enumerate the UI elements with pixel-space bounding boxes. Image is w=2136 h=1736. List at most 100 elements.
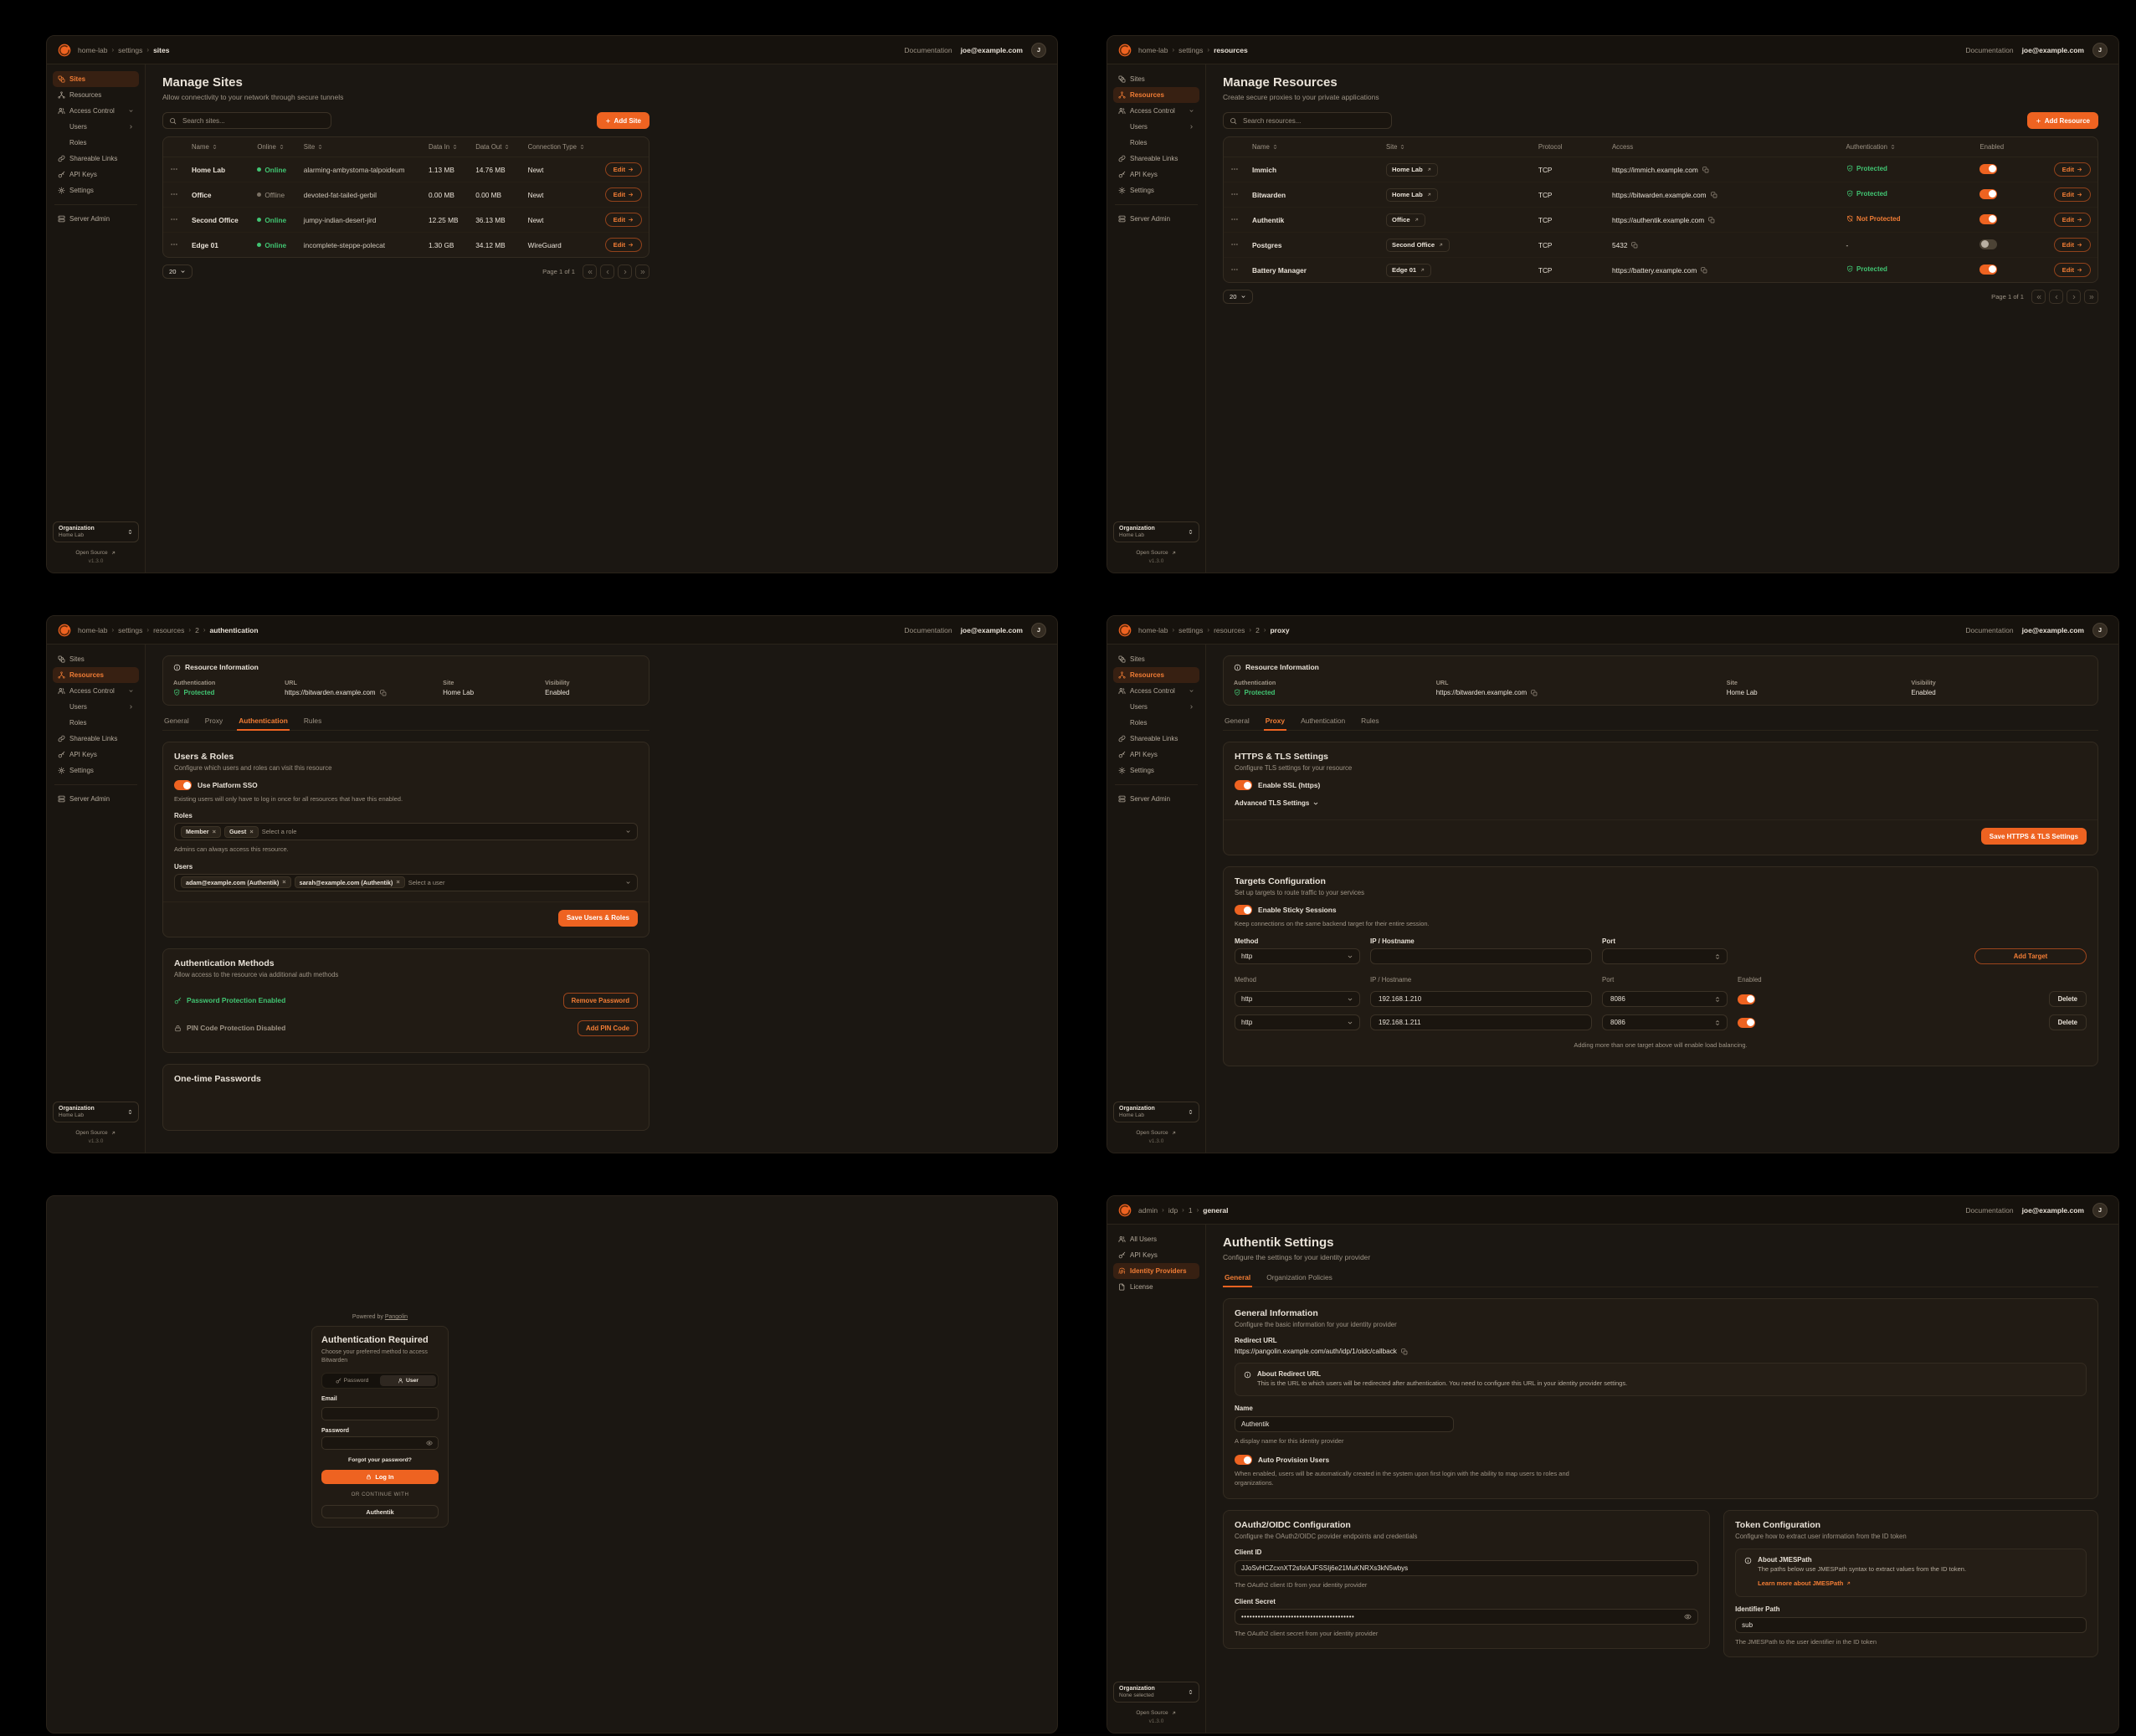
row-actions-button[interactable] bbox=[170, 165, 178, 173]
user-avatar[interactable]: J bbox=[2092, 42, 2108, 58]
target-port-input[interactable] bbox=[1602, 991, 1728, 1008]
sidebar-item-roles[interactable]: Roles bbox=[1130, 719, 1148, 727]
sidebar-item-settings[interactable]: Settings bbox=[1113, 763, 1199, 778]
sidebar-item-access-control[interactable]: Access Control bbox=[1113, 103, 1199, 119]
rows-per-page-select[interactable]: 20 bbox=[1223, 290, 1254, 304]
column-header-data-out[interactable]: Data Out bbox=[469, 137, 521, 157]
enabled-toggle[interactable] bbox=[1979, 188, 1998, 199]
breadcrumb-item[interactable]: home-lab bbox=[78, 625, 108, 634]
open-source-link[interactable]: Open Source bbox=[1113, 550, 1199, 556]
role-chip[interactable]: Member × bbox=[181, 825, 221, 838]
row-actions-button[interactable] bbox=[1230, 265, 1239, 274]
user-avatar[interactable]: J bbox=[2092, 622, 2108, 638]
edit-button[interactable]: Edit bbox=[604, 187, 642, 202]
copy-icon[interactable] bbox=[1708, 217, 1715, 223]
row-actions-button[interactable] bbox=[170, 240, 178, 249]
copy-icon[interactable] bbox=[1401, 1348, 1408, 1355]
user-email[interactable]: joe@example.com bbox=[2021, 625, 2084, 634]
sidebar-item-sites[interactable]: Sites bbox=[53, 71, 139, 87]
site-link[interactable]: Second Office bbox=[1386, 238, 1451, 252]
row-actions-button[interactable] bbox=[1230, 190, 1239, 198]
tab-general[interactable]: General bbox=[1225, 716, 1250, 725]
add-site-button[interactable]: Add Site bbox=[596, 112, 650, 129]
site-link[interactable]: Office bbox=[1386, 213, 1425, 227]
remove-chip-icon[interactable]: × bbox=[212, 828, 216, 835]
next-page-button[interactable] bbox=[618, 265, 632, 279]
sidebar-item-roles[interactable]: Roles bbox=[69, 719, 87, 727]
copy-icon[interactable] bbox=[1711, 192, 1718, 198]
search-input[interactable] bbox=[1223, 112, 1392, 129]
remove-chip-icon[interactable]: × bbox=[396, 878, 400, 886]
search-input[interactable] bbox=[162, 112, 331, 129]
users-multiselect[interactable]: adam@example.com (Authentik) × sarah@exam… bbox=[174, 873, 638, 891]
column-header-connection-type[interactable]: Connection Type bbox=[521, 137, 598, 157]
breadcrumb-item[interactable]: admin bbox=[1138, 1205, 1158, 1215]
remove-chip-icon[interactable]: × bbox=[249, 828, 254, 835]
tab-user[interactable]: User bbox=[380, 1374, 436, 1386]
copy-icon[interactable] bbox=[1531, 690, 1538, 696]
enabled-toggle[interactable] bbox=[1979, 163, 1998, 174]
pangolin-logo[interactable] bbox=[1118, 44, 1132, 57]
documentation-link[interactable]: Documentation bbox=[904, 625, 952, 634]
org-selector[interactable]: Organization Home Lab bbox=[53, 521, 139, 542]
breadcrumb-item[interactable]: 2 bbox=[195, 625, 199, 634]
documentation-link[interactable]: Documentation bbox=[1965, 1205, 2014, 1215]
sidebar-item-users[interactable]: Users bbox=[53, 699, 139, 715]
row-actions-button[interactable] bbox=[1230, 215, 1239, 223]
column-header-name[interactable]: Name bbox=[1245, 137, 1380, 157]
sidebar-item-resources[interactable]: Resources bbox=[1113, 87, 1199, 103]
column-header-site[interactable]: Site bbox=[1379, 137, 1532, 157]
sidebar-item-roles[interactable]: Roles bbox=[69, 139, 87, 146]
pangolin-logo[interactable] bbox=[58, 624, 71, 637]
documentation-link[interactable]: Documentation bbox=[1965, 625, 2014, 634]
rows-per-page-select[interactable]: 20 bbox=[162, 265, 193, 279]
tab-organization-policies[interactable]: Organization Policies bbox=[1266, 1273, 1332, 1281]
user-email[interactable]: joe@example.com bbox=[2021, 45, 2084, 54]
breadcrumb-item[interactable]: home-lab bbox=[1138, 45, 1168, 54]
sidebar-item-users[interactable]: Users bbox=[53, 119, 139, 135]
tab-authentication[interactable]: Authentication bbox=[1301, 716, 1346, 725]
site-link[interactable]: Home Lab bbox=[1386, 187, 1438, 202]
add-target-button[interactable]: Add Target bbox=[1974, 948, 2087, 965]
column-header-site[interactable]: Site bbox=[296, 137, 422, 157]
documentation-link[interactable]: Documentation bbox=[904, 45, 952, 54]
enabled-toggle[interactable] bbox=[1979, 239, 1998, 249]
prev-page-button[interactable] bbox=[2049, 290, 2063, 304]
documentation-link[interactable]: Documentation bbox=[1965, 45, 2014, 54]
breadcrumb-item[interactable]: 2 bbox=[1255, 625, 1260, 634]
auto-provision-toggle[interactable] bbox=[1235, 1455, 1252, 1466]
sidebar-item-users[interactable]: Users bbox=[1113, 119, 1199, 135]
site-link[interactable]: Home Lab bbox=[1386, 162, 1438, 177]
sidebar-item-server-admin[interactable]: Server Admin bbox=[1113, 791, 1199, 807]
breadcrumb-item[interactable]: 1 bbox=[1188, 1205, 1193, 1215]
sidebar-item-shareable-links[interactable]: Shareable Links bbox=[1113, 731, 1199, 747]
role-chip[interactable]: Guest × bbox=[223, 825, 259, 838]
open-source-link[interactable]: Open Source bbox=[53, 550, 139, 556]
last-page-button[interactable] bbox=[2084, 290, 2098, 304]
email-field[interactable] bbox=[321, 1407, 439, 1421]
tab-rules[interactable]: Rules bbox=[303, 716, 322, 725]
edit-button[interactable]: Edit bbox=[2053, 187, 2091, 202]
eye-icon[interactable] bbox=[1684, 1613, 1692, 1620]
remove-password-button[interactable]: Remove Password bbox=[562, 992, 638, 1009]
add-pin-button[interactable]: Add PIN Code bbox=[578, 1020, 638, 1036]
breadcrumb-item[interactable]: settings bbox=[1178, 625, 1204, 634]
edit-button[interactable]: Edit bbox=[2053, 238, 2091, 252]
breadcrumb-item[interactable]: settings bbox=[118, 45, 143, 54]
sidebar-item-identity-providers[interactable]: Identity Providers bbox=[1113, 1263, 1199, 1279]
method-select[interactable]: http bbox=[1235, 948, 1360, 965]
user-avatar[interactable]: J bbox=[2092, 1202, 2108, 1218]
breadcrumb-item[interactable]: home-lab bbox=[78, 45, 108, 54]
sidebar-item-roles[interactable]: Roles bbox=[1130, 139, 1148, 146]
search-field[interactable] bbox=[1241, 116, 1385, 126]
sidebar-item-api-keys[interactable]: API Keys bbox=[1113, 167, 1199, 182]
column-header-data-in[interactable]: Data In bbox=[422, 137, 470, 157]
tab-proxy[interactable]: Proxy bbox=[204, 716, 223, 725]
column-header-name[interactable]: Name bbox=[185, 137, 251, 157]
sidebar-item-resources[interactable]: Resources bbox=[53, 87, 139, 103]
org-selector[interactable]: Organization Home Lab bbox=[53, 1102, 139, 1122]
user-avatar[interactable]: J bbox=[1031, 622, 1046, 638]
edit-button[interactable]: Edit bbox=[2053, 162, 2091, 177]
target-ip-input[interactable] bbox=[1370, 1014, 1592, 1031]
edit-button[interactable]: Edit bbox=[604, 213, 642, 227]
